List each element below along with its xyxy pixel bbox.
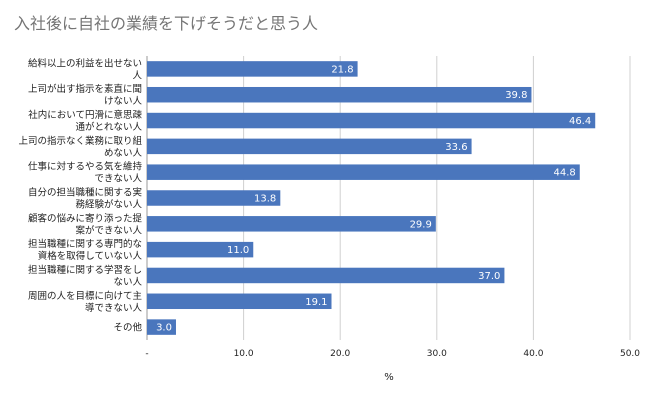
category-label: 上司の指示なく業務に取り組 <box>18 135 142 147</box>
data-label: 46.4 <box>569 116 591 127</box>
data-label: 29.9 <box>410 219 432 230</box>
data-label: 13.8 <box>254 194 276 205</box>
x-axis-title: % <box>384 372 394 383</box>
bar <box>147 241 254 258</box>
category-label: 社内において円滑に意思疎 <box>28 109 142 121</box>
data-label: 37.0 <box>478 271 500 282</box>
data-label: 11.0 <box>227 245 249 256</box>
data-label: 33.6 <box>445 142 467 153</box>
data-label: 44.8 <box>554 168 576 179</box>
category-label: 務経験がない人 <box>75 199 142 211</box>
category-label: 自分の担当職種に関する実 <box>28 187 143 199</box>
category-label: 担当職種に関する学習をし <box>28 264 142 276</box>
data-label: 19.1 <box>305 297 327 308</box>
category-label: その他 <box>113 322 142 334</box>
x-tick-labels: - 10.0 20.0 30.0 40.0 50.0 <box>145 349 640 359</box>
category-label: 周囲の人を目標に向けて主 <box>28 290 142 302</box>
category-label: 担当職種に関する専門的な <box>28 238 142 250</box>
x-tick-label: 10.0 <box>234 349 254 359</box>
category-label: 通がとれない人 <box>75 121 142 133</box>
x-tick-label: - <box>145 349 148 359</box>
x-tick-label: 30.0 <box>427 349 447 359</box>
data-label: 39.8 <box>505 90 527 101</box>
bar <box>147 216 436 232</box>
bar <box>147 190 281 206</box>
category-label: 給料以上の利益を出せない <box>28 57 142 69</box>
data-label: 3.0 <box>156 323 172 334</box>
category-label: 人 <box>132 70 142 81</box>
bars: 21.8 39.8 46.4 33.6 44.8 13.8 29.9 11.0 37.0 19.1… <box>147 61 596 335</box>
x-tick-label: 40.0 <box>523 349 543 359</box>
category-label: 仕事に対するやる気を維持 <box>28 161 143 173</box>
x-tick-label: 50.0 <box>620 349 640 359</box>
category-label: 上司が出す指示を素直に聞 <box>28 83 142 95</box>
category-label: ない人 <box>113 277 142 288</box>
bar <box>147 86 532 103</box>
bar <box>147 267 505 284</box>
category-label: 案ができない人 <box>75 224 142 236</box>
bar <box>147 293 332 310</box>
category-label: けない人 <box>104 96 143 107</box>
bar <box>147 138 472 155</box>
category-label: めない人 <box>104 148 143 159</box>
category-label: 資格を取得していない人 <box>38 250 143 262</box>
bar <box>147 61 358 77</box>
category-labels: 給料以上の利益を出せない人上司が出す指示を素直に聞けない人社内において円滑に意思… <box>18 57 142 333</box>
bar <box>147 164 580 180</box>
category-label: 顧客の悩みに寄り添った提 <box>28 212 143 224</box>
x-tick-label: 20.0 <box>330 349 350 359</box>
category-label: 導できない人 <box>85 302 143 314</box>
chart-title: 入社後に自社の業績を下げそうだと思う人 <box>14 14 319 33</box>
category-label: できない人 <box>94 174 142 185</box>
bar <box>147 112 596 129</box>
bar <box>147 319 176 335</box>
data-label: 21.8 <box>331 64 353 75</box>
